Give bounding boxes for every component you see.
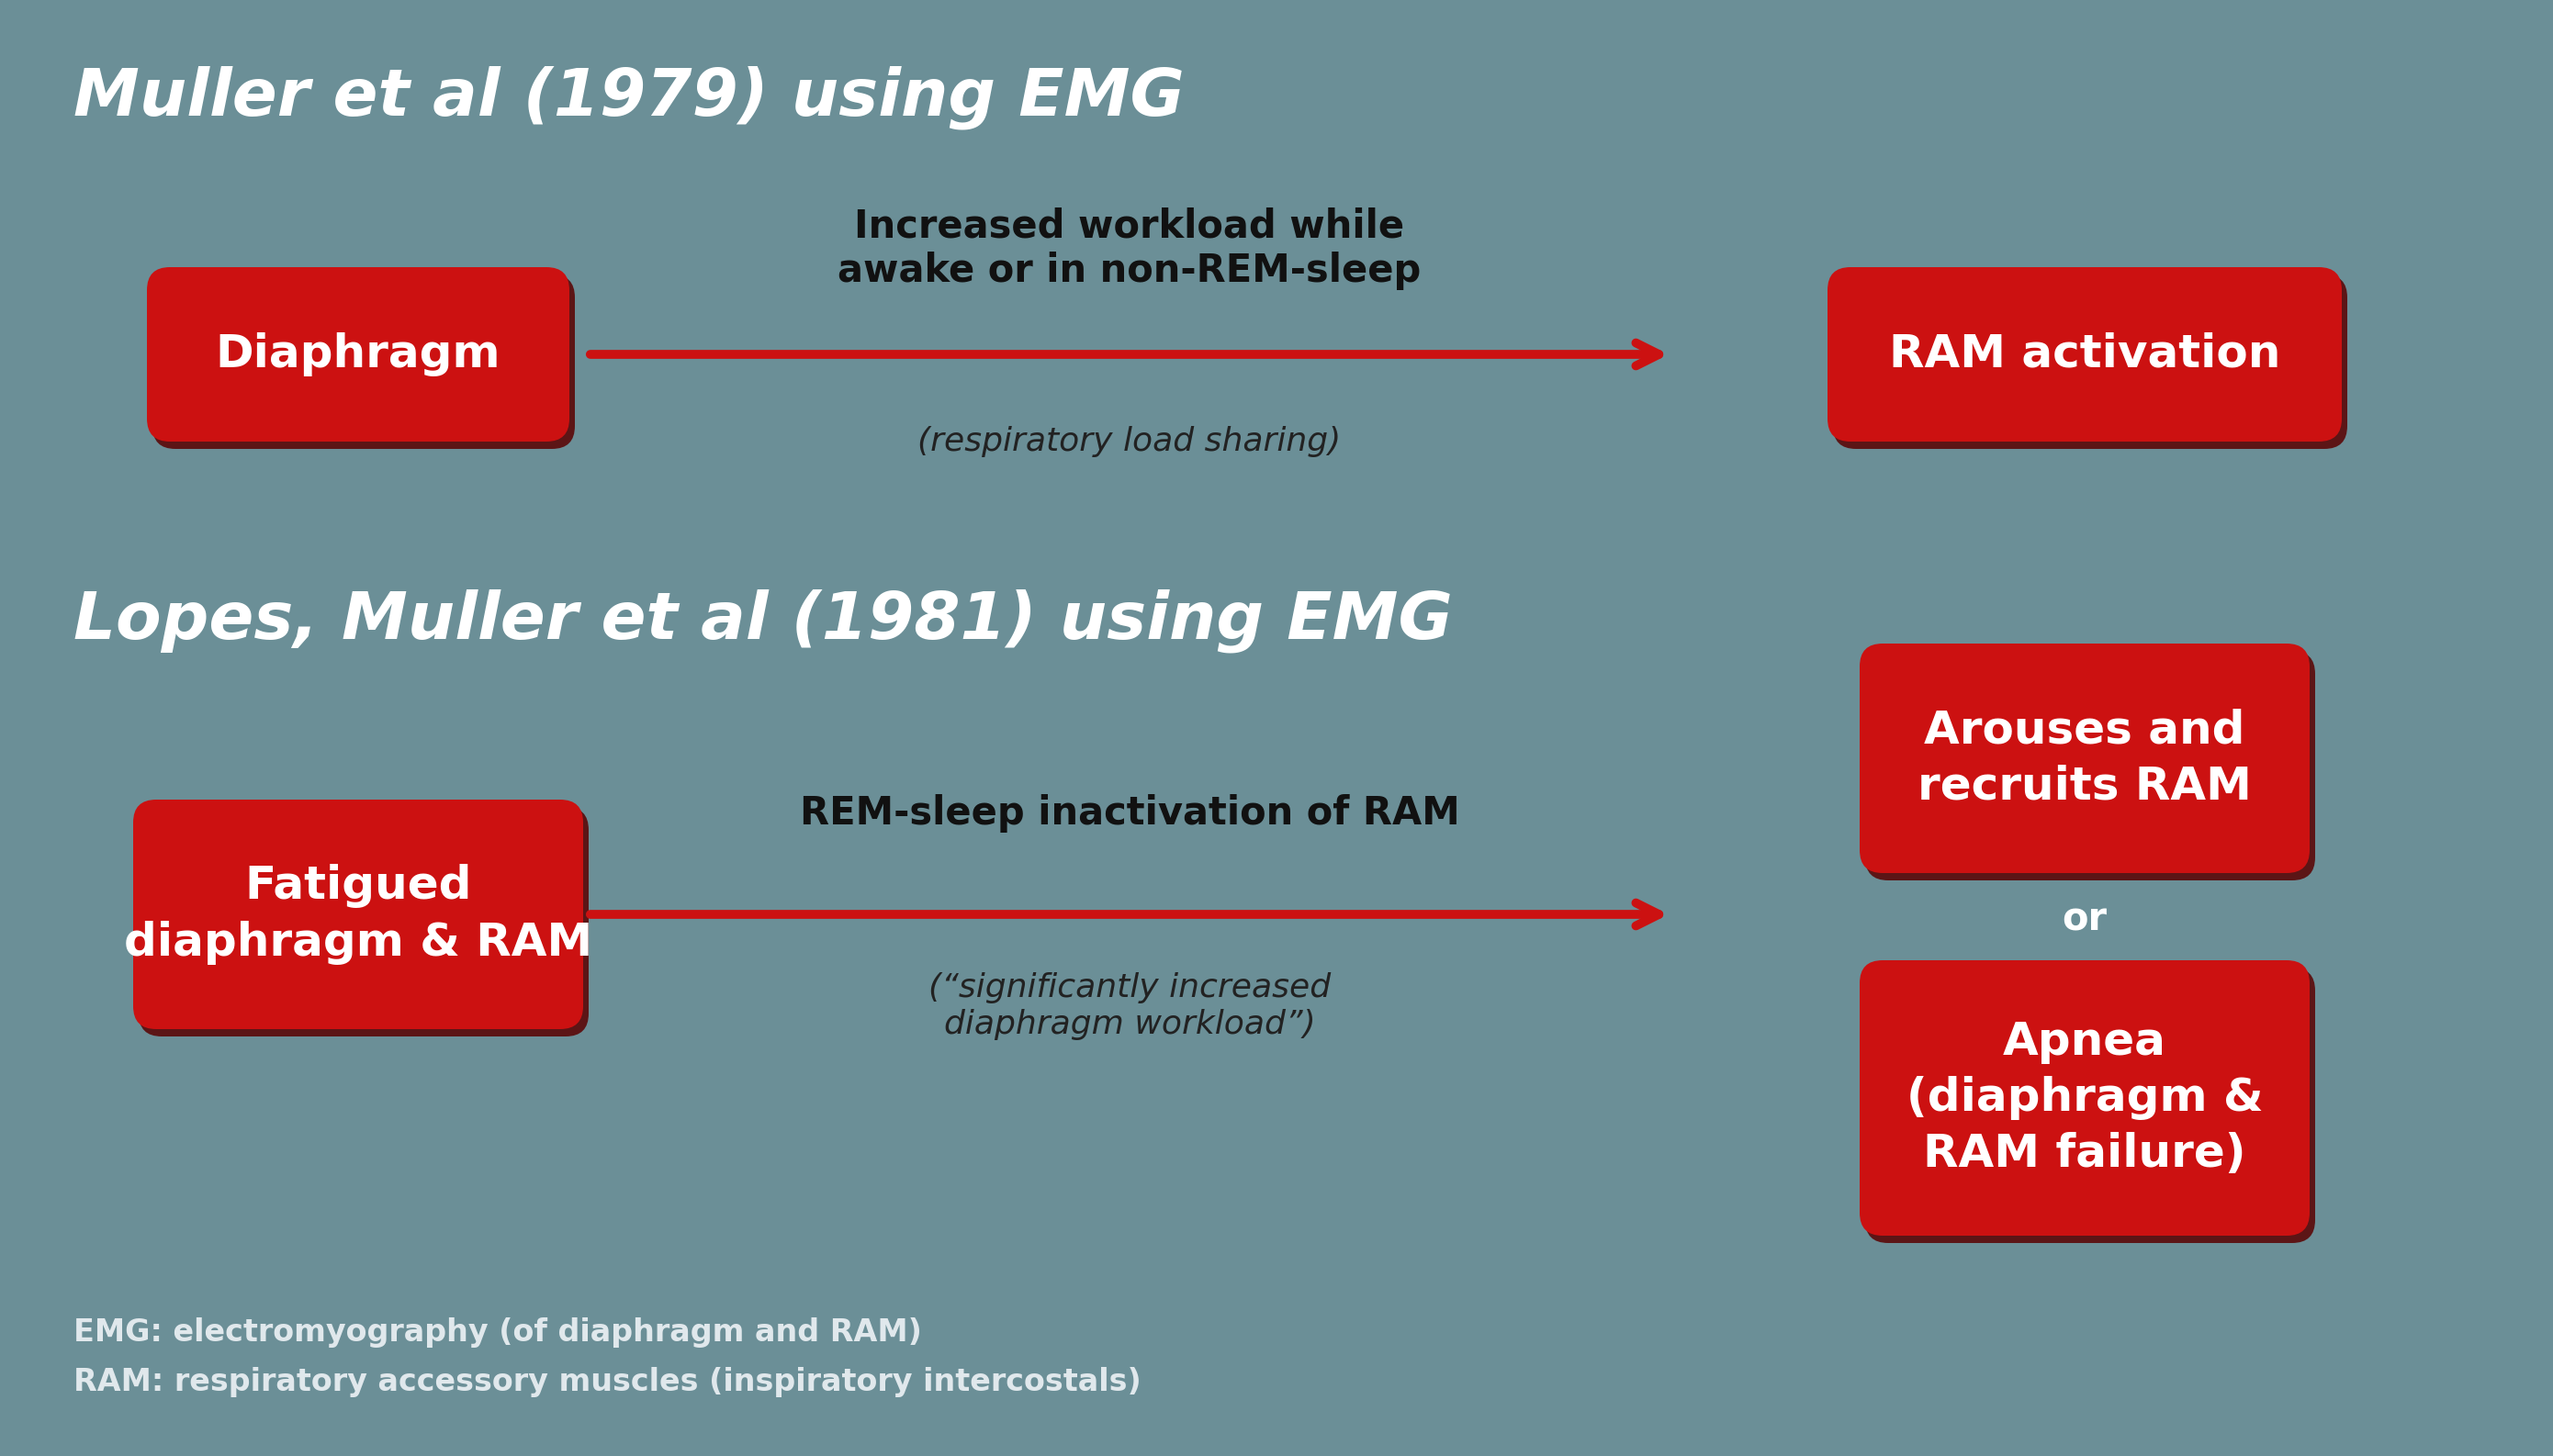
FancyBboxPatch shape: [1859, 644, 2310, 874]
FancyBboxPatch shape: [133, 799, 582, 1029]
Text: RAM activation: RAM activation: [1889, 332, 2280, 377]
FancyBboxPatch shape: [138, 807, 590, 1037]
Text: Increased workload while
awake or in non-REM-sleep: Increased workload while awake or in non…: [837, 207, 1422, 290]
Text: Fatigued
diaphragm & RAM: Fatigued diaphragm & RAM: [125, 865, 592, 964]
FancyBboxPatch shape: [153, 275, 574, 448]
Text: Diaphragm: Diaphragm: [214, 332, 500, 377]
Text: Lopes, Muller et al (1981) using EMG: Lopes, Muller et al (1981) using EMG: [74, 588, 1453, 652]
Text: Arouses and
recruits RAM: Arouses and recruits RAM: [1917, 708, 2252, 808]
Text: Muller et al (1979) using EMG: Muller et al (1979) using EMG: [74, 66, 1185, 130]
Text: (“significantly increased
diaphragm workload”): (“significantly increased diaphragm work…: [929, 973, 1330, 1040]
FancyBboxPatch shape: [1866, 968, 2316, 1243]
Text: EMG: electromyography (of diaphragm and RAM): EMG: electromyography (of diaphragm and …: [74, 1316, 922, 1347]
Text: REM-sleep inactivation of RAM: REM-sleep inactivation of RAM: [799, 794, 1460, 833]
Text: or: or: [2063, 900, 2106, 938]
FancyBboxPatch shape: [1866, 651, 2316, 881]
FancyBboxPatch shape: [148, 266, 569, 441]
FancyBboxPatch shape: [1828, 266, 2341, 441]
Text: (respiratory load sharing): (respiratory load sharing): [917, 427, 1340, 457]
Text: RAM: respiratory accessory muscles (inspiratory intercostals): RAM: respiratory accessory muscles (insp…: [74, 1367, 1141, 1398]
FancyBboxPatch shape: [1859, 961, 2310, 1236]
Text: Apnea
(diaphragm &
RAM failure): Apnea (diaphragm & RAM failure): [1907, 1019, 2262, 1176]
FancyBboxPatch shape: [1833, 275, 2346, 448]
